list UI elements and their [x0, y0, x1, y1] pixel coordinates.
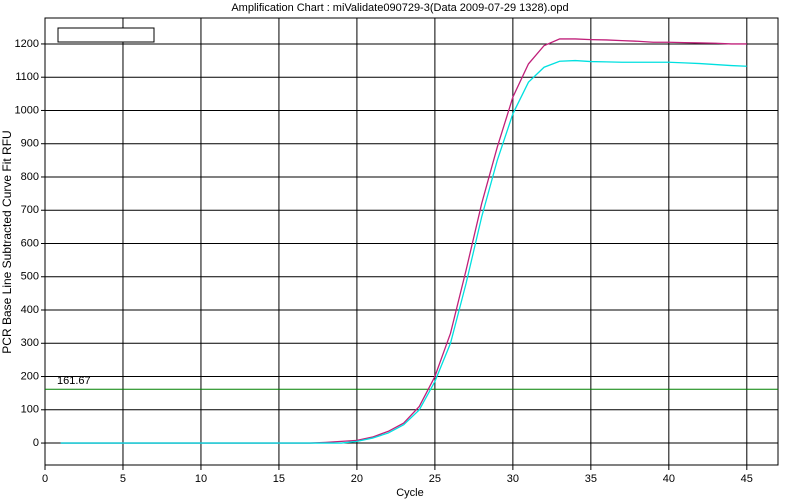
y-axis-label: PCR Base Line Subtracted Curve Fit RFU — [0, 130, 14, 353]
series-line — [60, 59, 747, 444]
y-tick-label: 700 — [21, 204, 39, 216]
y-tick-label: 900 — [21, 138, 39, 150]
y-tick-label: 1100 — [15, 71, 39, 83]
y-tick-label: 500 — [21, 271, 39, 283]
y-tick-label: 400 — [21, 304, 39, 316]
chart-title: Amplification Chart : miValidate090729-3… — [231, 2, 568, 14]
x-tick-label: 25 — [429, 473, 441, 485]
y-tick-label: 0 — [33, 437, 39, 449]
x-tick-label: 15 — [273, 473, 285, 485]
y-tick-label: 1200 — [15, 38, 39, 50]
y-tick-label: 200 — [21, 370, 39, 382]
x-axis-label: Cycle — [396, 487, 424, 499]
x-tick-label: 35 — [585, 473, 597, 485]
y-tick-label: 600 — [21, 237, 39, 249]
plot-area — [44, 17, 779, 466]
x-tick-label: 45 — [741, 473, 753, 485]
y-tick-label: 800 — [21, 171, 39, 183]
x-tick-label: 40 — [663, 473, 675, 485]
legend-box — [57, 27, 155, 43]
x-tick-label: 10 — [195, 473, 207, 485]
y-tick-label: 1000 — [15, 104, 39, 116]
y-tick-label: 300 — [21, 337, 39, 349]
threshold-label: 161.67 — [57, 375, 91, 387]
y-tick-label: 100 — [21, 404, 39, 416]
x-tick-label: 0 — [42, 473, 48, 485]
x-tick-label: 30 — [507, 473, 519, 485]
x-tick-label: 5 — [120, 473, 126, 485]
x-tick-label: 20 — [351, 473, 363, 485]
